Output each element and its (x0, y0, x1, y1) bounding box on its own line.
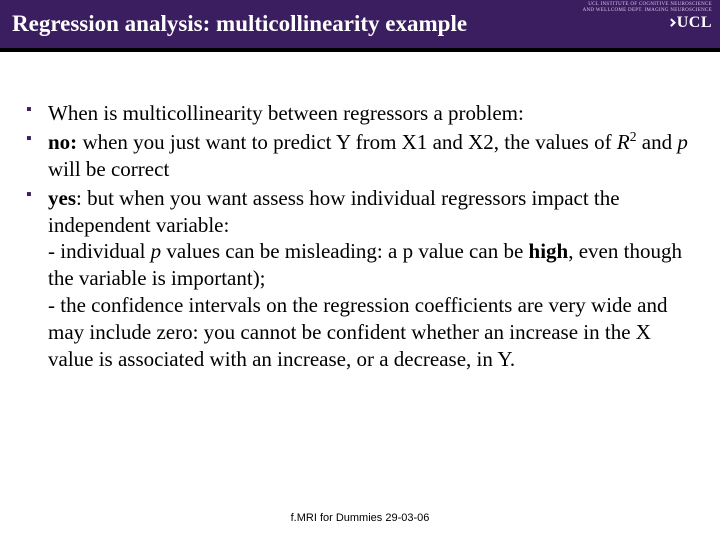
bullet-2-sup: 2 (630, 129, 637, 144)
bullet-3-sub1-a: - individual (48, 239, 151, 263)
bullet-3-sub1: - individual p values can be misleading:… (48, 238, 698, 292)
bullet-3-sub2: - the confidence intervals on the regres… (48, 292, 698, 373)
logo-text: UCL (677, 14, 712, 31)
bullet-2-text-a: when you just want to predict Y from X1 … (77, 130, 617, 154)
ucl-logo: UCL (583, 14, 712, 32)
slide-footer: f.MRI for Dummies 29-03-06 (0, 512, 720, 524)
bullet-2-text-c: will be correct (48, 157, 169, 181)
bullet-2-text-b: and (637, 130, 678, 154)
slide-content: When is multicollinearity between regres… (0, 52, 720, 540)
bullet-3-sub1-high: high (529, 239, 569, 263)
bullet-1: When is multicollinearity between regres… (22, 100, 698, 127)
logo-tick-icon (667, 18, 675, 26)
bullet-2: no: when you just want to predict Y from… (22, 129, 698, 183)
bullet-2-lead: no: (48, 130, 77, 154)
bullet-3-sub1-b: values can be misleading: a p value can … (161, 239, 528, 263)
bullet-2-p: p (677, 130, 688, 154)
bullet-1-text: When is multicollinearity between regres… (48, 101, 524, 125)
bullet-list: When is multicollinearity between regres… (22, 100, 698, 373)
bullet-2-R: R (617, 130, 630, 154)
bullet-3-sub1-p: p (151, 239, 162, 263)
bullet-3-text: : but when you want assess how individua… (48, 186, 620, 237)
slide-title: Regression analysis: multicollinearity e… (12, 11, 467, 37)
bullet-3: yes: but when you want assess how indivi… (22, 185, 698, 373)
logo-block: UCL INSTITUTE OF COGNITIVE NEUROSCIENCE … (583, 2, 712, 32)
slide-header: Regression analysis: multicollinearity e… (0, 0, 720, 48)
slide: Regression analysis: multicollinearity e… (0, 0, 720, 540)
bullet-3-lead: yes (48, 186, 76, 210)
